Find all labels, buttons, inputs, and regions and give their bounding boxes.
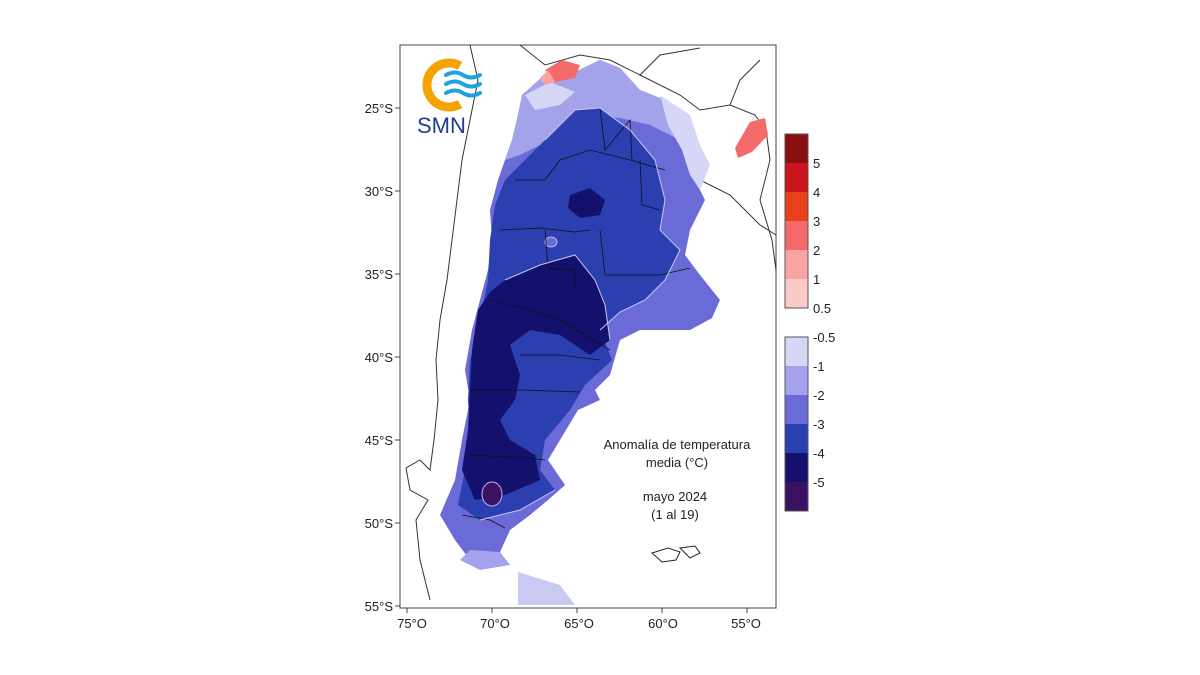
- legend-label: 3: [813, 214, 820, 229]
- argentina-anomaly: [440, 60, 768, 605]
- legend-label: -1: [813, 359, 825, 374]
- legend-label: -4: [813, 446, 825, 461]
- anomaly-zone-minus05-northwest: [525, 82, 575, 110]
- legend-swatch: [785, 482, 808, 511]
- legend-swatch: [785, 366, 808, 395]
- province-borders: [461, 107, 691, 529]
- legend-swatch: [785, 221, 808, 250]
- anomaly-zone-minus1-south: [460, 550, 510, 570]
- lat-tick-label: 35°S: [365, 267, 394, 282]
- legend-swatch: [785, 453, 808, 482]
- legend-label: 5: [813, 156, 820, 171]
- anomaly-zone-minus4-north: [568, 188, 605, 218]
- lon-tick-label: 65°O: [564, 616, 594, 631]
- legend-label: -0.5: [813, 330, 835, 345]
- legend-label: 2: [813, 243, 820, 258]
- logo-waves-icon: [444, 70, 482, 98]
- legend-swatch: [785, 337, 808, 366]
- map-annotation: Anomalía de temperatura media (°C) mayo …: [604, 437, 751, 522]
- contour-lines: [479, 107, 681, 521]
- legend-label: -5: [813, 475, 825, 490]
- map-title-line: Anomalía de temperatura: [604, 437, 751, 452]
- legend-label: 4: [813, 185, 820, 200]
- legend-warm-frame: [784, 133, 809, 309]
- legend-swatch: [785, 279, 808, 308]
- logo-ring-icon: [422, 58, 463, 112]
- anomaly-zone-warm-northwest-light: [540, 70, 555, 85]
- anomaly-zone-minus4: [462, 255, 610, 500]
- legend-swatch: [785, 250, 808, 279]
- anomaly-zone-minus5: [481, 481, 503, 507]
- lon-tick-label: 70°O: [480, 616, 510, 631]
- smn-logo: SMN: [417, 58, 482, 138]
- anomaly-zone-minus05-tierra-del-fuego: [518, 572, 575, 605]
- lon-tick-label: 75°O: [397, 616, 427, 631]
- lat-tick-label: 40°S: [365, 350, 394, 365]
- neighbor-borders: [405, 44, 777, 601]
- anomaly-zone-warm-northwest: [545, 60, 580, 82]
- anomaly-zone-minus05-northeast: [660, 95, 710, 190]
- legend-swatch: [785, 424, 808, 453]
- lat-axis: 25°S 30°S 35°S 40°S 45°S 50°S 55°S: [365, 101, 400, 614]
- lat-tick-label: 50°S: [365, 516, 394, 531]
- legend-label: -3: [813, 417, 825, 432]
- lon-tick-label: 60°O: [648, 616, 678, 631]
- map-period-line: (1 al 19): [651, 507, 699, 522]
- falkland-islands: [651, 545, 701, 563]
- legend-swatch: [785, 134, 808, 163]
- legend-label: 1: [813, 272, 820, 287]
- lat-tick-label: 45°S: [365, 433, 394, 448]
- lat-tick-label: 30°S: [365, 184, 394, 199]
- lat-tick-label: 25°S: [365, 101, 394, 116]
- anomaly-patch-minus2: [544, 236, 558, 248]
- lat-tick-label: 55°S: [365, 599, 394, 614]
- map-title-line: media (°C): [646, 455, 708, 470]
- anomaly-zone-warm-misiones: [735, 118, 768, 158]
- lon-tick-label: 55°O: [731, 616, 761, 631]
- color-legend: 5 4 3 2 1 0.5 -0.5 -1 -2 -3 -4 -5: [784, 133, 835, 512]
- map-period-line: mayo 2024: [643, 489, 707, 504]
- lon-axis: 75°O 70°O 65°O 60°O 55°O: [397, 608, 761, 631]
- legend-swatch: [785, 163, 808, 192]
- legend-swatch: [785, 395, 808, 424]
- logo-text: SMN: [417, 113, 466, 138]
- legend-label: 0.5: [813, 301, 831, 316]
- legend-cold-frame: [784, 336, 809, 512]
- legend-swatch: [785, 192, 808, 221]
- legend-label: -2: [813, 388, 825, 403]
